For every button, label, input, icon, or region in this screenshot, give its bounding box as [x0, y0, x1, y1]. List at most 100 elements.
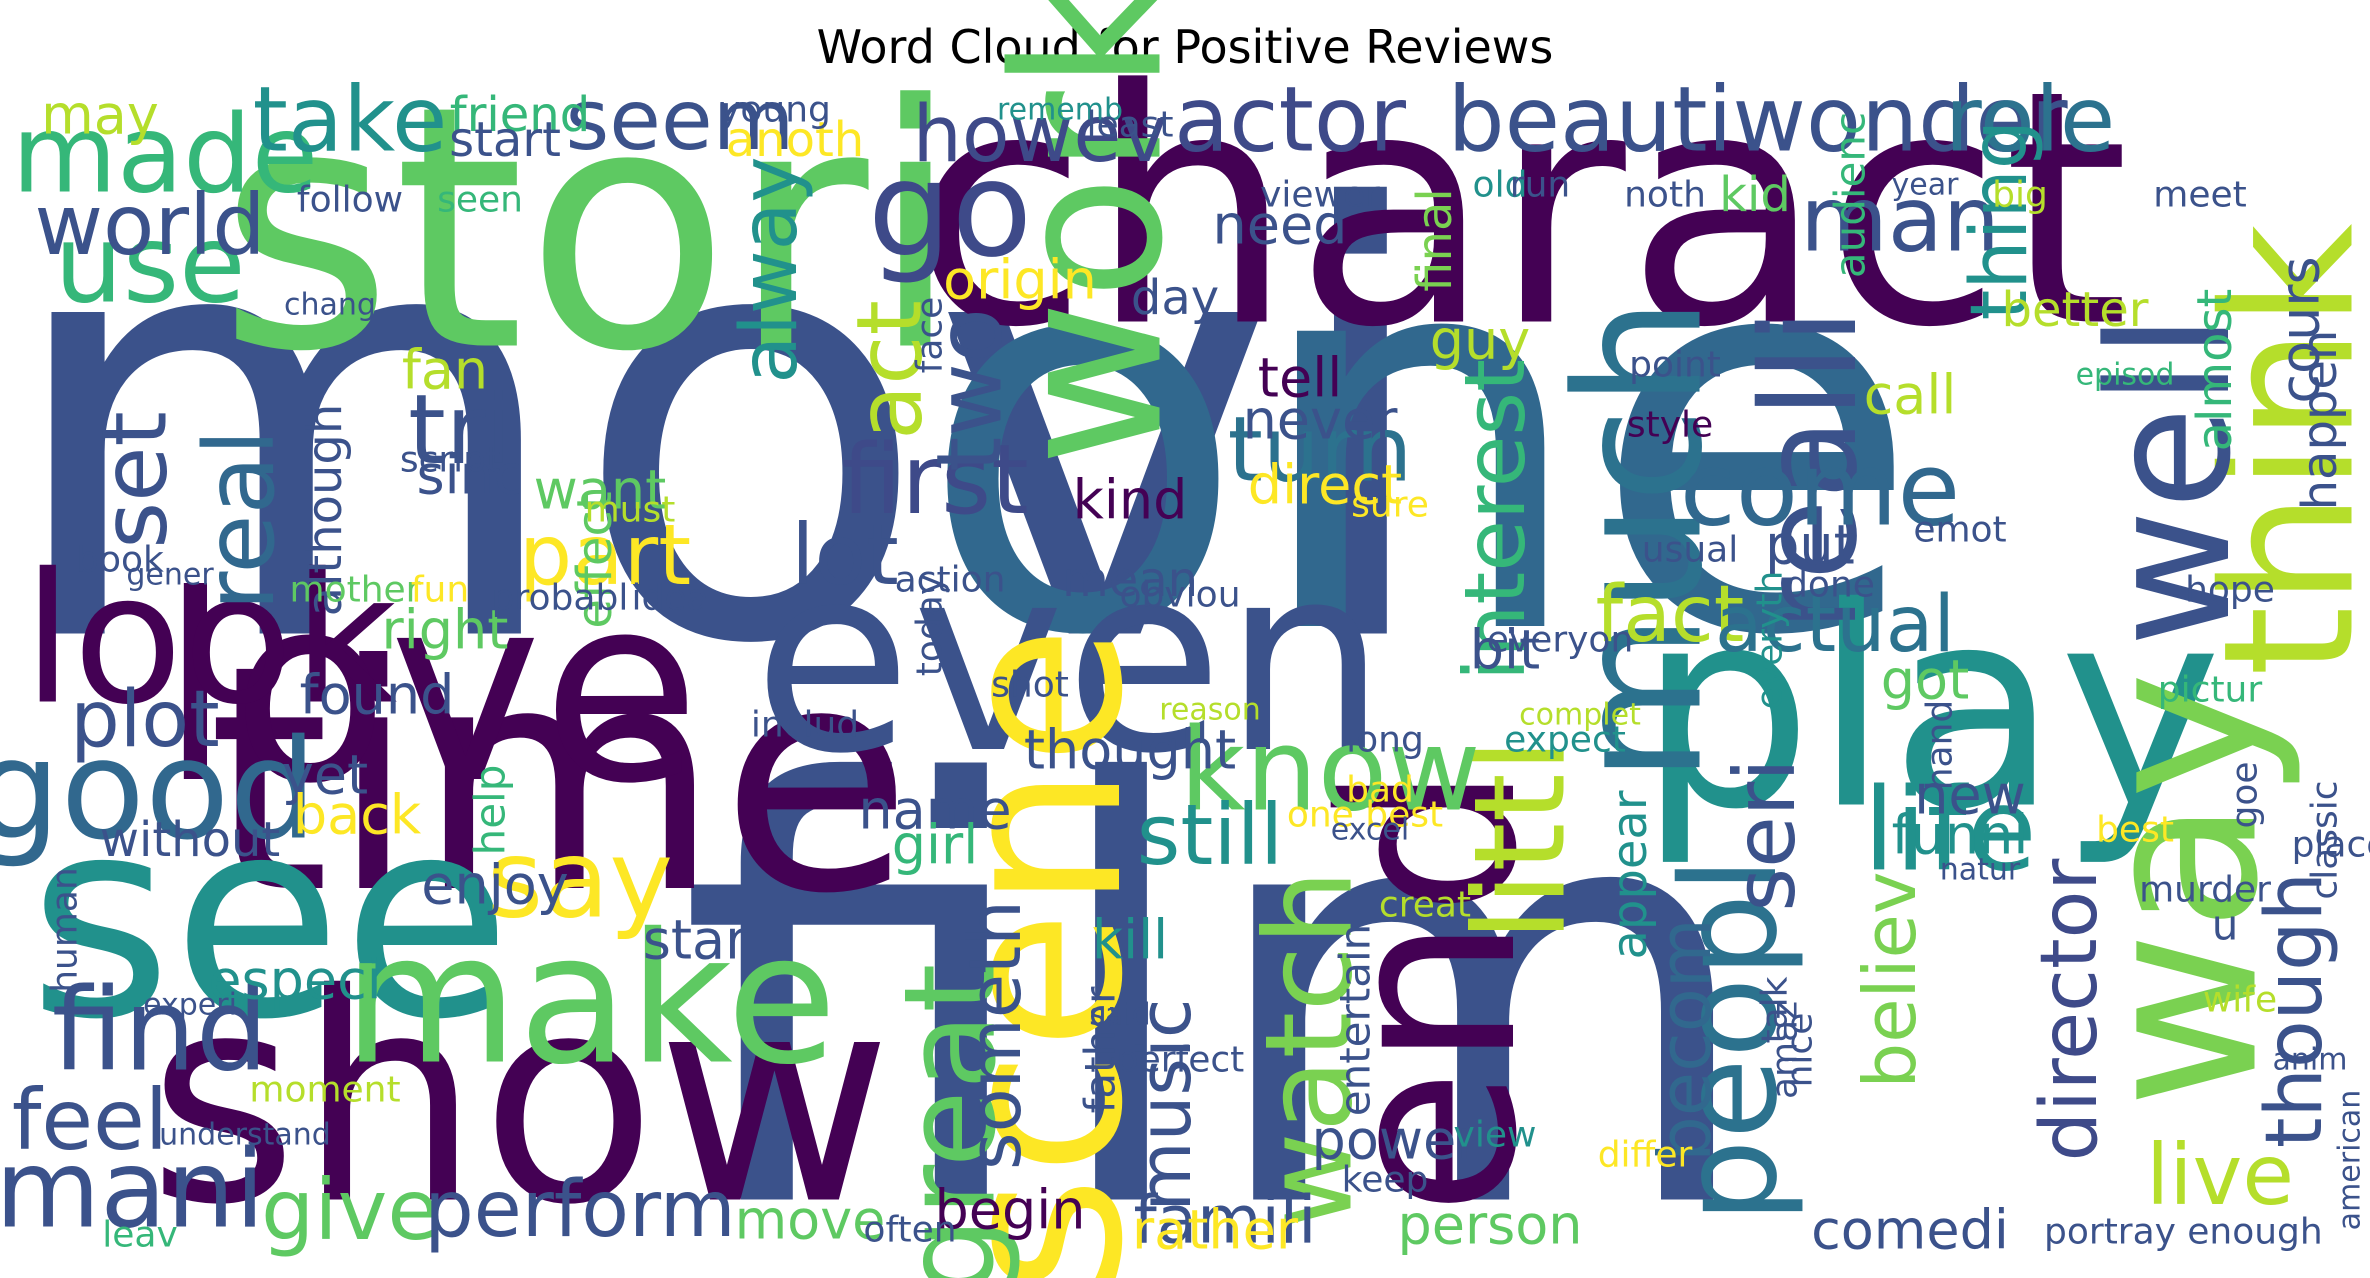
word-emot: emot [1913, 510, 2006, 551]
word-final: final [1407, 188, 1463, 291]
word-thought: thought [1024, 719, 1236, 782]
word-viewer: viewer [1260, 175, 1380, 216]
word-guy: guy [1430, 309, 1530, 372]
word-excel: excel [1331, 813, 1409, 848]
word-follow: follow [297, 180, 403, 221]
word-tell: tell [1258, 347, 1342, 410]
word-charact: charact [911, 22, 2130, 399]
chart-title: Word Cloud for Positive Reviews [816, 20, 1554, 74]
word-said: said [1089, 998, 1150, 1033]
word-man: man [1800, 168, 2000, 273]
word-seri: seri [1716, 758, 1814, 911]
word-becom: becom [1643, 918, 1727, 1162]
word-never: never [1243, 389, 1399, 452]
word-alway: alway [725, 156, 815, 383]
word-goe: goe [2225, 761, 2266, 828]
word-father: father [1076, 986, 1125, 1113]
word-murder: murder [2139, 870, 2271, 911]
word-though: though [2250, 872, 2340, 1148]
word-origin: origin [943, 249, 1097, 312]
word-shot: shot [991, 665, 1069, 706]
word-talk: talk [1755, 976, 1796, 1043]
word-see: see [28, 760, 511, 1081]
word-help: help [466, 765, 515, 856]
word-script: script [400, 440, 500, 481]
word-start: start [449, 112, 561, 168]
word-appear: appear [1602, 790, 1658, 959]
word-name: name [858, 779, 1011, 842]
word-amaz: amaz [1765, 1001, 1806, 1099]
word-feel: feel [12, 1071, 168, 1169]
word-stori: stori [218, 35, 962, 426]
word-day: day [1131, 270, 1219, 326]
word-creat: creat [1379, 885, 1471, 926]
word-direct: direct [1248, 454, 1402, 517]
word-new: new [1914, 764, 2026, 827]
word-one: one [918, 126, 1923, 754]
word-natur: natur [1940, 853, 2021, 888]
word-time: time [208, 598, 913, 962]
word-turn: turn [1228, 398, 1413, 503]
word-run: run [1510, 165, 1570, 206]
word-place: place [2292, 825, 2370, 866]
word-usual: usual [1642, 530, 1738, 571]
word-make: make [343, 896, 837, 1105]
word-enough: enough [2187, 1212, 2322, 1253]
word-love: love [160, 540, 701, 840]
word-anoth: anoth [726, 112, 864, 168]
word-thing: thing [1955, 120, 2045, 321]
word-director: director [2025, 858, 2115, 1162]
word-kill: kill [1092, 909, 1168, 972]
word-good: good [0, 710, 317, 871]
word-realli: realli [1733, 308, 1887, 632]
word-two: two [918, 308, 1023, 472]
word-watch: watch [1241, 870, 1380, 1231]
word-act: act [838, 300, 943, 440]
word-cours: cours [2269, 256, 2332, 403]
word-although: although [297, 404, 353, 617]
word-understand: understand [159, 1118, 331, 1153]
word-hand: hand [1920, 700, 1961, 791]
word-keep: keep [1342, 1160, 1429, 1201]
word-set: set [83, 411, 188, 549]
word-howev: howev [912, 90, 1167, 180]
word-includ: includ [751, 705, 859, 746]
word-great: great [877, 963, 1024, 1278]
word-big: big [1992, 175, 2048, 216]
word-american: american [2333, 1090, 2368, 1231]
word-power: power [1312, 1109, 1480, 1172]
word-take: take [253, 68, 448, 173]
word-must: must [585, 490, 676, 531]
word-know: know [1179, 704, 1480, 837]
word-better: better [2002, 282, 2149, 338]
word-episod: episod [2076, 358, 2175, 393]
word-audienc: audienc [1826, 112, 1875, 278]
word-obviou: obviou [1119, 575, 1240, 616]
word-everyth: everyth [1750, 571, 1791, 710]
word-say: say [487, 818, 673, 943]
word-seem: seem [566, 71, 795, 169]
word-end: end [1290, 764, 1570, 1216]
word-gener: gener [126, 558, 214, 593]
word-action: action [895, 560, 1006, 601]
word-interest: interest [1446, 359, 1544, 681]
word-one-best: one best [1287, 795, 1443, 836]
word-fact: fact [1596, 570, 1745, 660]
word-complet: complet [1519, 698, 1641, 733]
word-noth: noth [1624, 175, 1706, 216]
word-today: today [910, 574, 951, 676]
word-view: view [1454, 1115, 1537, 1156]
word-without: without [100, 812, 280, 868]
word-star: star [643, 909, 748, 972]
word-world: world [34, 176, 265, 274]
word-everyon: everyon [1487, 620, 1634, 661]
word-made: made [12, 93, 318, 218]
word-probabl: probabl [492, 578, 629, 619]
word-happen: happen [2292, 330, 2348, 511]
word-classic: classic [2305, 780, 2346, 899]
word-may: may [41, 84, 159, 147]
word-part: part [519, 506, 691, 604]
word-give: give [261, 1161, 439, 1259]
word-go: go [868, 133, 1033, 287]
